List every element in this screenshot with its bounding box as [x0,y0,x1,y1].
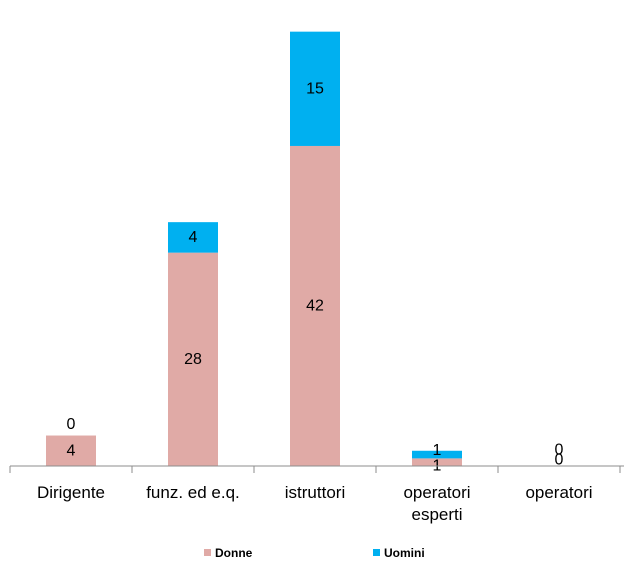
bar-donne-funz-ed-e-q [168,252,218,466]
bar-donne-dirigente [46,435,96,466]
data-label-uomini-operatori-esperti: 1 [433,442,442,459]
legend-label-uomini: Uomini [384,546,425,560]
legend-label-donne: Donne [215,546,253,560]
data-label-uomini-dirigente: 0 [67,416,76,433]
legend-swatch-uomini [373,549,380,556]
category-label-funz-ed-e-q: funz. ed e.q. [146,483,240,502]
data-label-uomini-istruttori: 15 [306,80,324,97]
bar-uomini-funz-ed-e-q [168,222,218,253]
legend-swatch-donne [204,549,211,556]
bar-uomini-istruttori [290,31,340,146]
data-label-donne-funz-ed-e-q: 28 [184,351,202,368]
category-label-operatori-esperti: operatori esperti [403,483,470,524]
bar-uomini-operatori-esperti [412,450,462,459]
category-label-operatori: operatori [525,483,592,502]
data-label-uomini-funz-ed-e-q: 4 [189,229,198,246]
category-label-istruttori: istruttori [285,483,345,502]
bar-donne-istruttori [290,145,340,466]
category-label-dirigente: Dirigente [37,483,105,502]
data-label-donne-istruttori: 42 [306,297,324,314]
x-axis: Dirigente funz. ed e.q. istruttori operator… [9,465,624,524]
legend: Donne Uomini [204,546,425,560]
data-label-uomini-operatori: 0 [555,442,564,459]
data-label-donne-dirigente: 4 [67,442,76,459]
data-label-donne-operatori: 0 [555,452,564,469]
bar-donne-operatori-esperti [412,458,462,466]
bars-layer [46,31,462,466]
